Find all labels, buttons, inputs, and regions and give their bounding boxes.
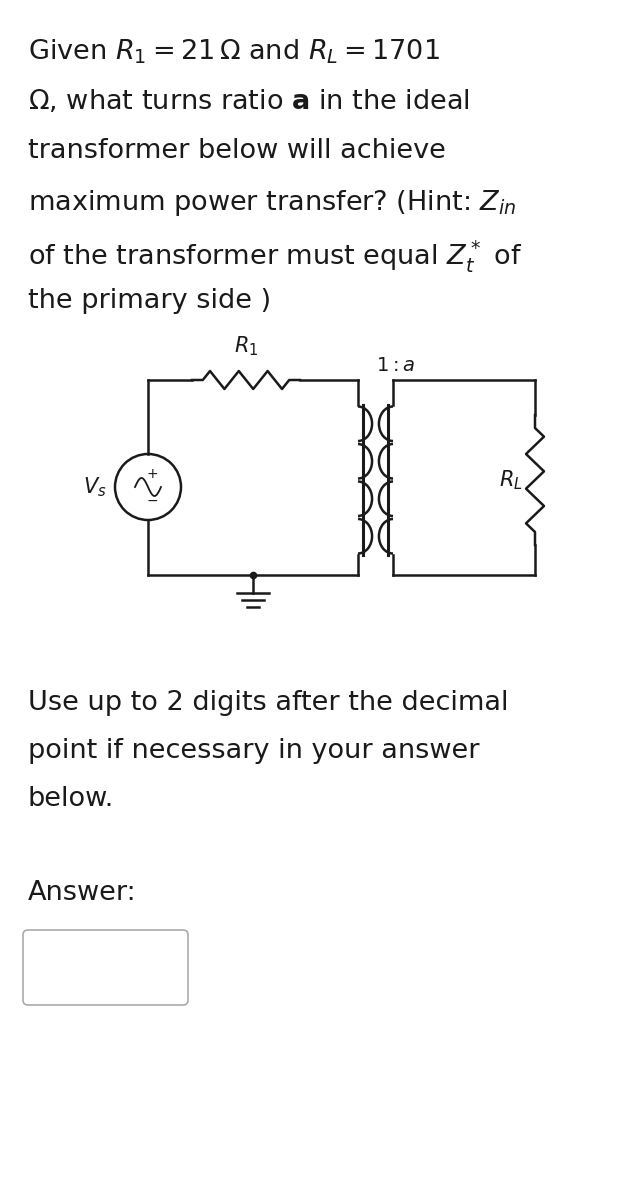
Text: $V_s$: $V_s$ [83, 475, 107, 499]
Text: of the transformer must equal $Z_t^*$ of: of the transformer must equal $Z_t^*$ of [28, 238, 522, 274]
Text: $R_L$: $R_L$ [499, 468, 523, 492]
Text: $\Omega$, what turns ratio $\mathbf{a}$ in the ideal: $\Omega$, what turns ratio $\mathbf{a}$ … [28, 88, 470, 115]
Text: maximum power transfer? (Hint: $Z_{in}$: maximum power transfer? (Hint: $Z_{in}$ [28, 188, 517, 218]
Text: Answer:: Answer: [28, 880, 136, 906]
Text: point if necessary in your answer: point if necessary in your answer [28, 738, 480, 764]
Text: $-$: $-$ [146, 493, 158, 506]
Text: $R_1$: $R_1$ [234, 335, 258, 358]
Text: $1 : a$: $1 : a$ [375, 356, 415, 374]
Text: +: + [146, 467, 158, 481]
Text: below.: below. [28, 786, 114, 812]
FancyBboxPatch shape [23, 930, 188, 1006]
Text: Given $R_1 = 21\,\Omega$ and $R_L = 1701$: Given $R_1 = 21\,\Omega$ and $R_L = 1701… [28, 38, 440, 66]
Text: Use up to 2 digits after the decimal: Use up to 2 digits after the decimal [28, 690, 508, 716]
Text: transformer below will achieve: transformer below will achieve [28, 138, 446, 164]
Text: the primary side ): the primary side ) [28, 288, 271, 314]
